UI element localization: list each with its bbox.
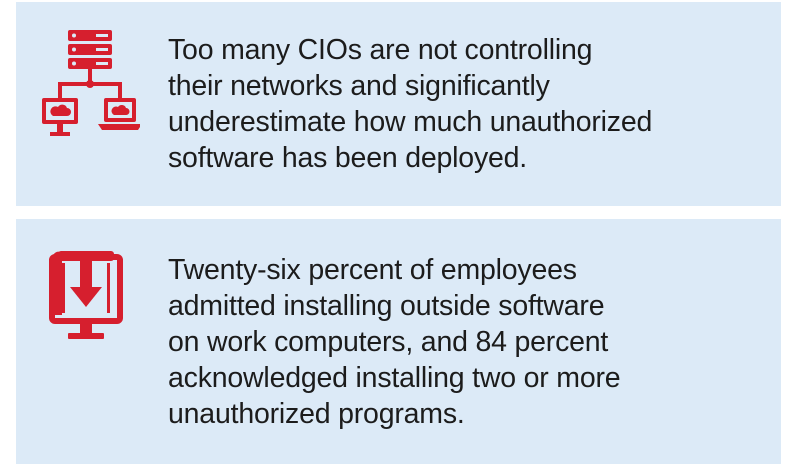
text-line: underestimate how much unauthorized: [168, 106, 653, 138]
software-fact-text: Twenty-six percent of employees admitted…: [168, 252, 761, 432]
text-line: software has been deployed.: [168, 142, 528, 174]
network-fact-text: Too many CIOs are not controlling their …: [168, 32, 761, 176]
text-line: Twenty-six percent of employees: [168, 254, 577, 286]
text-line: their networks and significantly: [168, 70, 550, 102]
info-card-network: Too many CIOs are not controlling their …: [16, 2, 781, 206]
text-line: unauthorized programs.: [168, 398, 465, 430]
info-card-software: Twenty-six percent of employees admitted…: [16, 219, 781, 464]
software-download-icon: [49, 251, 123, 339]
network-server-icon: [42, 30, 140, 136]
text-line: admitted installing outside software: [168, 290, 605, 322]
text-line: on work computers, and 84 percent: [168, 326, 609, 358]
text-line: Too many CIOs are not controlling: [168, 34, 593, 66]
text-line: acknowledged installing two or more: [168, 362, 621, 394]
